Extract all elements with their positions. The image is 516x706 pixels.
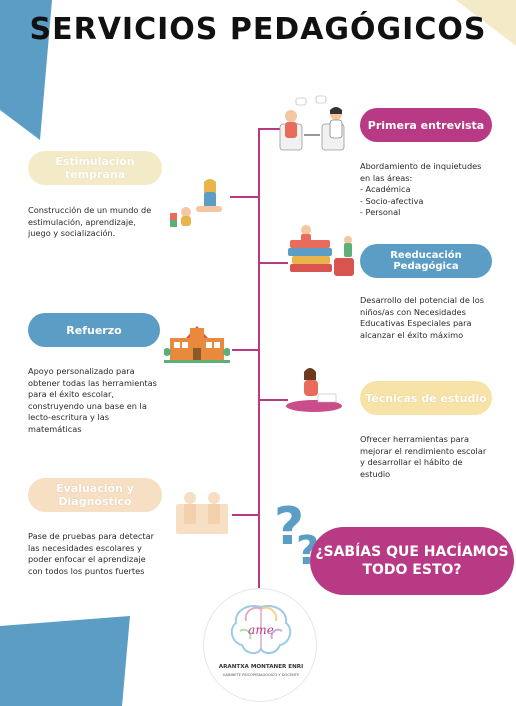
books-kids-illustration [288, 225, 354, 276]
timeline-branch-tecnicas [258, 399, 288, 401]
service-pill-tecnicas-estudio: Técnicas de estudio [360, 381, 492, 415]
timeline-line [258, 128, 260, 588]
service-label: Estimulación temprana [55, 155, 135, 181]
student-studying-illustration [286, 368, 342, 412]
service-pill-estimulacion-temprana: Estimulación temprana [28, 151, 162, 185]
callout-line-2: TODO ESTO? [362, 562, 462, 578]
service-description-reeducacion-pedagogica: Desarrollo del potencial de los niños/as… [360, 295, 485, 340]
timeline-branch-refuerzo [232, 349, 258, 351]
blue-corner-shape-top-left [0, 0, 52, 140]
evaluation-illustration [176, 492, 228, 534]
baby-play-illustration [170, 179, 222, 227]
service-description-estimulacion-temprana: Construcción de un mundo de estimulación… [28, 205, 152, 239]
logo-mark: ame [248, 623, 274, 637]
brain-logo-icon: ame [230, 605, 292, 655]
cream-corner-shape-top-right [456, 0, 516, 46]
service-description-primera-entrevista: Abordamiento de inquietudes en las áreas… [360, 161, 482, 218]
timeline-branch-estimulacion [230, 196, 258, 198]
blue-corner-shape-bottom-left [0, 616, 130, 706]
service-label: Primera entrevista [367, 118, 485, 132]
service-pill-refuerzo: Refuerzo [28, 313, 160, 347]
timeline-branch-evaluacion [232, 514, 258, 516]
service-label: Técnicas de estudio [365, 391, 487, 405]
brand-logo: ame ARANTXA MONTANER ENRI GABINETE PSICO… [203, 588, 317, 702]
service-label: Refuerzo [66, 323, 122, 337]
callout-line-1: ¿SABÍAS QUE HACÍAMOS [315, 544, 509, 560]
service-pill-reeducacion-pedagogica: Reeducación Pedagógica [360, 244, 492, 278]
logo-subtitle: GABINETE PSICOPEDAGÓGICO Y DOCENTE [222, 673, 300, 677]
service-description-tecnicas-estudio: Ofrecer herramientas para mejorar el ren… [360, 434, 487, 479]
logo-name: ARANTXA MONTANER ENRI [218, 664, 304, 670]
timeline-branch-reeducacion [258, 262, 288, 264]
page-title: SERVICIOS PEDAGÓGICOS [29, 12, 487, 47]
service-label: Reeducación Pedagógica [390, 250, 462, 272]
service-description-refuerzo: Apoyo personalizado para obtener todas l… [28, 366, 157, 434]
service-description-evaluacion-diagnostico: Pase de pruebas para detectar las necesi… [28, 531, 154, 576]
school-building-illustration [164, 326, 230, 363]
timeline-branch-primera [258, 128, 288, 130]
service-pill-primera-entrevista: Primera entrevista [360, 108, 492, 142]
svg-text:?: ? [274, 497, 304, 557]
interview-illustration [279, 95, 345, 151]
service-label: Evaluación y Diagnóstico [56, 482, 134, 508]
service-pill-evaluacion-diagnostico: Evaluación y Diagnóstico [28, 478, 162, 512]
callout-banner: ¿SABÍAS QUE HACÍAMOS TODO ESTO? [310, 527, 514, 595]
